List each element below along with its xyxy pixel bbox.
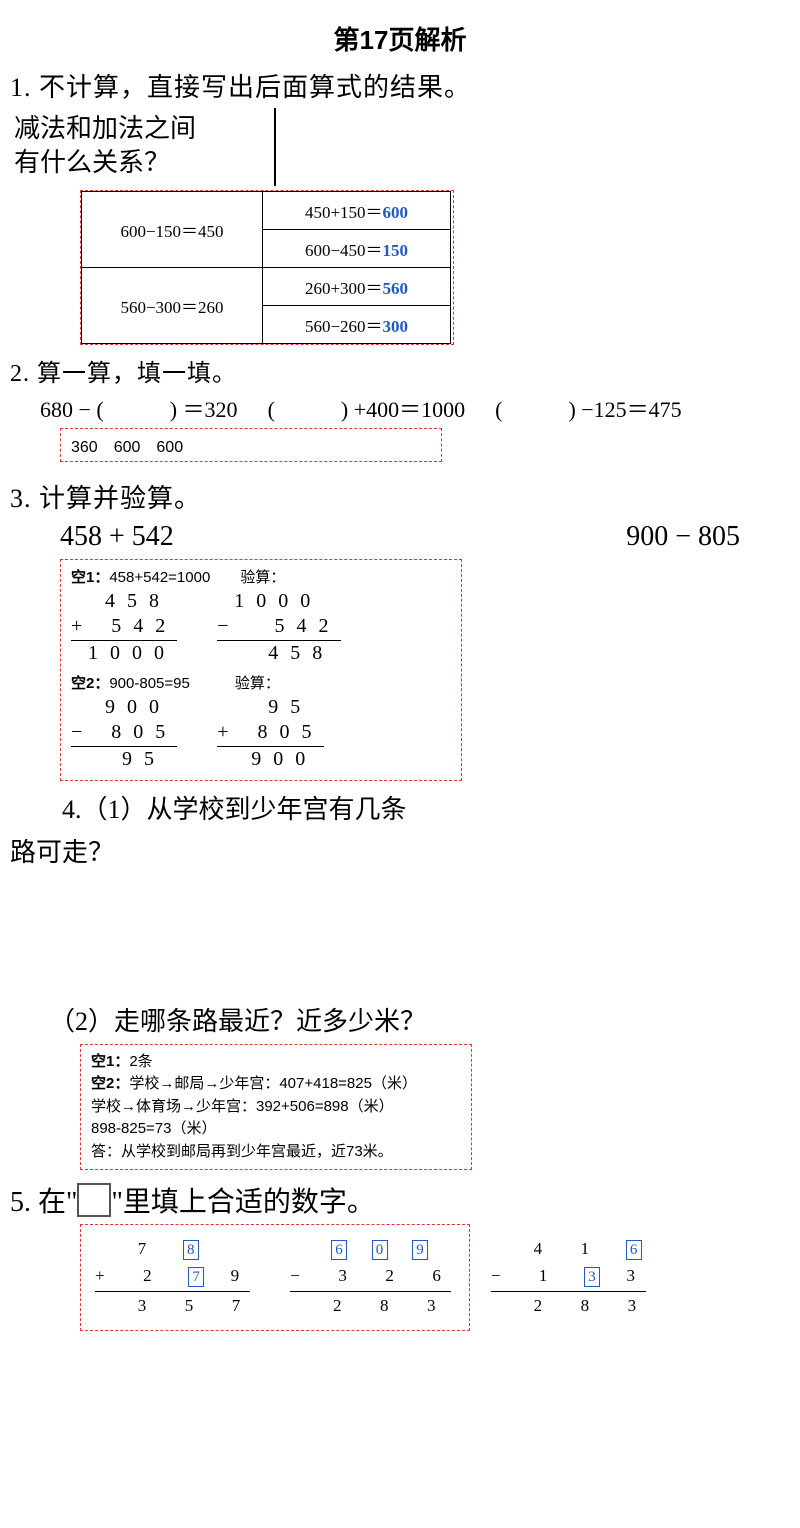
q3-calc1: 458 + 542 1000 xyxy=(71,589,177,666)
q1-r2b-ans: 300 xyxy=(383,317,409,336)
q3-check1: 验算： xyxy=(240,569,285,586)
c1r3: 3 5 7 xyxy=(138,1296,251,1315)
c2vl1: 95 xyxy=(217,696,312,718)
square-icon xyxy=(77,1183,111,1217)
q1-hint: 减法和加法之间 有什么关系？ xyxy=(10,108,276,186)
q2-answer: 360 600 600 xyxy=(60,428,442,462)
q3-check-calc1: 1000 − 542 458 xyxy=(217,589,340,666)
q1-hint-l2: 有什么关系？ xyxy=(14,146,264,180)
c2vl3: 900 xyxy=(217,748,317,770)
c1vl2: − 542 xyxy=(217,615,340,637)
q1-r1b: 600−450＝150 xyxy=(263,229,451,267)
q1-r2-left: 560−300＝260 xyxy=(82,267,263,343)
q5-prompt-a: 5. 在" xyxy=(10,1187,77,1218)
page-title: 第17页解析 xyxy=(0,20,800,57)
fillbox: 9 xyxy=(412,1240,428,1260)
q4-p1b: 路可走？ xyxy=(10,832,800,869)
q1-r2b-expr: 560−260＝ xyxy=(305,317,383,336)
q1-r2a-ans: 560 xyxy=(383,279,409,298)
q4-a2-l1: 学校→邮局→少年宫：407+418=825（米） xyxy=(129,1075,417,1092)
q1-r2a: 260+300＝560 xyxy=(263,267,451,305)
q5-col1: 7 8 + 2 7 9 3 5 7 xyxy=(95,1235,250,1320)
c2l3: 95 xyxy=(71,748,166,770)
q4-a1-label: 空1： xyxy=(91,1053,129,1070)
c1l2: + 542 xyxy=(71,615,177,637)
q1-r1b-ans: 150 xyxy=(383,241,409,260)
c1r1a: 7 xyxy=(138,1239,157,1258)
c3r2a: − 1 xyxy=(491,1266,558,1285)
q2-equations: 680 − ( ) ＝320 ( ) +400＝1000 ( ) −125＝47… xyxy=(40,392,800,424)
q3-a2-eq: 900-805=95 xyxy=(109,675,190,692)
fillbox: 7 xyxy=(188,1267,204,1287)
q5-col3: 4 1 6 − 1 3 3 2 8 3 xyxy=(491,1235,646,1320)
q5-col2: 6 0 9 − 3 2 6 2 8 3 xyxy=(290,1235,451,1320)
c2vl2: + 805 xyxy=(217,721,323,743)
c1r2a: + 2 xyxy=(95,1266,162,1285)
c1l1: 458 xyxy=(71,590,171,612)
q2-e1: 680 − ( ) ＝320 xyxy=(40,392,238,424)
c3r3: 2 8 3 xyxy=(534,1296,647,1315)
c2r2: − 3 2 6 xyxy=(290,1262,451,1289)
q4-a1: 2条 xyxy=(129,1053,152,1070)
q1-table: 600−150＝450 450+150＝600 600−450＝150 560−… xyxy=(81,191,451,344)
q1-r2b: 560−260＝300 xyxy=(263,305,451,343)
q1-r1a-expr: 450+150＝ xyxy=(305,203,383,222)
q1-r2a-expr: 260+300＝ xyxy=(305,279,383,298)
fillbox: 0 xyxy=(372,1240,388,1260)
c1r2c: 9 xyxy=(231,1266,250,1285)
q2-e3: ( ) −125＝475 xyxy=(495,392,682,424)
q1-hint-l1: 减法和加法之间 xyxy=(14,112,264,146)
q1-r1a: 450+150＝600 xyxy=(263,191,451,229)
q1-prompt: 1. 不计算，直接写出后面算式的结果。 xyxy=(10,67,800,104)
q4-p2: （2）走哪条路最近？近多少米？ xyxy=(10,1001,800,1038)
q3-a1-label: 空1： xyxy=(71,569,109,586)
c2r3: 2 8 3 xyxy=(333,1296,446,1315)
q3-prompt: 3. 计算并验算。 xyxy=(10,478,800,515)
c3r1a: 4 1 xyxy=(534,1239,600,1258)
q1-r1a-ans: 600 xyxy=(383,203,409,222)
q3-calc2: 900 − 805 95 xyxy=(71,695,177,772)
c1vl1: 1000 xyxy=(217,590,322,612)
q4-a2-l2: 学校→体育场→少年宫：392+506=898（米） xyxy=(91,1096,461,1119)
q4-a2-label: 空2： xyxy=(91,1075,129,1092)
q2-prompt: 2. 算一算，填一填。 xyxy=(10,353,800,388)
q5-prompt: 5. 在" "里填上合适的数字。 xyxy=(10,1180,800,1220)
q1-r1-left: 600−150＝450 xyxy=(82,191,263,267)
fillbox: 3 xyxy=(584,1267,600,1287)
c3r2c: 3 xyxy=(626,1266,645,1285)
q2-e2: ( ) +400＝1000 xyxy=(268,392,466,424)
q3-a2-label: 空2： xyxy=(71,675,109,692)
q3-check2: 验算： xyxy=(235,675,280,692)
q3-e2: 900 − 805 xyxy=(626,521,740,553)
fillbox: 8 xyxy=(183,1240,199,1260)
q4-answer-box: 空1：2条 空2：学校→邮局→少年宫：407+418=825（米） 学校→体育场… xyxy=(80,1044,472,1171)
c2l2: − 805 xyxy=(71,721,177,743)
c2l1: 900 xyxy=(71,696,171,718)
q3-check-calc2: 95 + 805 900 xyxy=(217,695,323,772)
q3-a1-eq: 458+542=1000 xyxy=(109,569,210,586)
q3-e1: 458 + 542 xyxy=(60,521,174,553)
q1-r1b-expr: 600−450＝ xyxy=(305,241,383,260)
q4-a2-l4: 答：从学校到邮局再到少年宫最近，近73米。 xyxy=(91,1141,461,1164)
fillbox: 6 xyxy=(331,1240,347,1260)
q3-answer-box: 空1：458+542=1000 验算： 458 + 542 1000 1000 … xyxy=(60,559,462,781)
c1l3: 1000 xyxy=(71,642,176,664)
q4-a2-l3: 898-825=73（米） xyxy=(91,1118,461,1141)
fillbox: 6 xyxy=(626,1240,642,1260)
q3-expressions: 458 + 542 900 − 805 xyxy=(0,521,800,553)
q5-answer-box: 7 8 + 2 7 9 3 5 7 6 0 9 − 3 2 6 2 8 3 4 … xyxy=(80,1224,470,1331)
c1vl3: 458 xyxy=(217,642,334,664)
q4-p1a: 4.（1）从学校到少年宫有几条 xyxy=(10,789,800,826)
q5-prompt-b: "里填上合适的数字。 xyxy=(111,1187,374,1218)
